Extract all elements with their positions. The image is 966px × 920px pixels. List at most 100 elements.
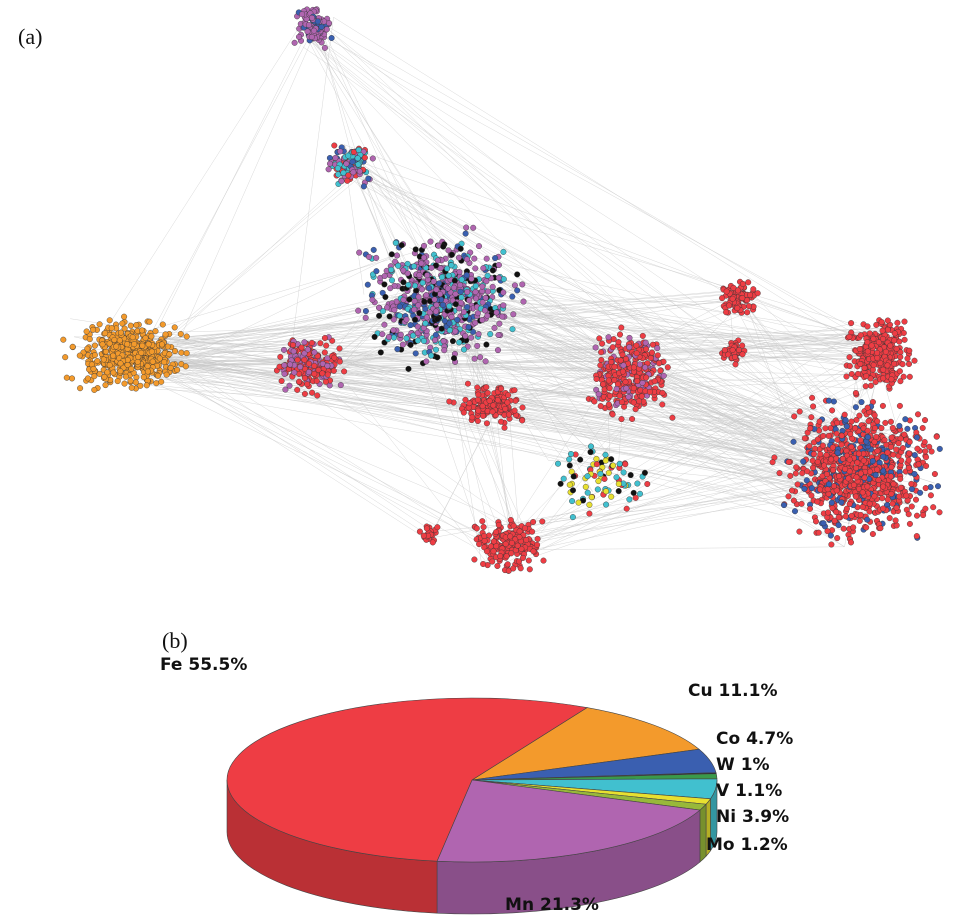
node — [607, 392, 614, 399]
node — [161, 359, 168, 366]
node — [792, 470, 799, 477]
node — [510, 311, 517, 318]
node — [831, 483, 838, 490]
node — [381, 273, 388, 280]
node — [796, 528, 803, 535]
node — [522, 525, 529, 532]
node — [321, 335, 328, 342]
node — [177, 331, 184, 338]
node — [301, 356, 308, 363]
node — [106, 340, 113, 347]
node — [94, 358, 101, 365]
node — [91, 352, 98, 359]
node — [137, 382, 144, 389]
node — [839, 455, 846, 462]
node — [311, 349, 318, 356]
node — [426, 309, 433, 316]
node — [162, 331, 169, 338]
node — [850, 482, 857, 489]
node — [483, 420, 490, 427]
node — [142, 335, 149, 342]
node — [281, 370, 288, 377]
node — [897, 475, 904, 482]
node — [421, 242, 428, 249]
node — [428, 352, 435, 359]
node — [127, 377, 134, 384]
node — [566, 481, 573, 488]
node — [106, 317, 113, 324]
node — [413, 287, 420, 294]
node — [410, 332, 417, 339]
node — [415, 293, 422, 300]
network — [60, 6, 943, 574]
node — [389, 277, 396, 284]
node — [864, 434, 871, 441]
node — [446, 398, 453, 405]
slice-name: V — [716, 781, 730, 801]
node — [318, 23, 325, 30]
node — [111, 336, 118, 343]
node — [923, 463, 930, 470]
node — [893, 446, 900, 453]
node — [813, 518, 820, 525]
node — [321, 44, 328, 51]
node — [615, 480, 622, 487]
node — [593, 376, 600, 383]
node — [294, 356, 301, 363]
node — [171, 348, 178, 355]
node — [638, 393, 645, 400]
slice-name: Co — [716, 729, 740, 749]
node — [810, 403, 817, 410]
node — [281, 346, 288, 353]
panel-label: (a) — [18, 24, 42, 49]
node — [400, 296, 407, 303]
node — [732, 361, 739, 368]
node — [479, 283, 486, 290]
node — [904, 425, 911, 432]
node — [836, 473, 843, 480]
node — [889, 424, 896, 431]
node — [355, 307, 362, 314]
node — [821, 462, 828, 469]
node — [887, 473, 894, 480]
slice-label: Cu 11.1% — [688, 681, 778, 701]
slice-name: W — [716, 755, 735, 775]
node — [864, 483, 871, 490]
node — [857, 437, 864, 444]
node — [174, 366, 181, 373]
node — [608, 493, 615, 500]
node — [420, 532, 427, 539]
node — [872, 472, 879, 479]
node — [345, 172, 352, 179]
node — [466, 297, 473, 304]
node — [412, 350, 419, 357]
node — [906, 520, 913, 527]
node — [915, 461, 922, 468]
node — [920, 512, 927, 519]
node — [880, 335, 887, 342]
node — [152, 328, 159, 335]
node — [392, 258, 399, 265]
slice — [436, 779, 701, 863]
node — [899, 361, 906, 368]
node — [341, 368, 348, 375]
node — [298, 344, 305, 351]
node — [730, 284, 737, 291]
node — [896, 422, 903, 429]
node — [654, 345, 661, 352]
node — [555, 460, 562, 467]
node — [91, 386, 98, 393]
node — [304, 28, 311, 35]
node — [508, 539, 515, 546]
node — [843, 373, 850, 380]
node — [483, 341, 490, 348]
node — [149, 358, 156, 365]
node — [388, 266, 395, 273]
node — [343, 160, 350, 167]
node — [901, 336, 908, 343]
node — [114, 378, 121, 385]
node — [828, 456, 835, 463]
node — [834, 449, 841, 456]
node — [336, 345, 343, 352]
node — [489, 267, 496, 274]
